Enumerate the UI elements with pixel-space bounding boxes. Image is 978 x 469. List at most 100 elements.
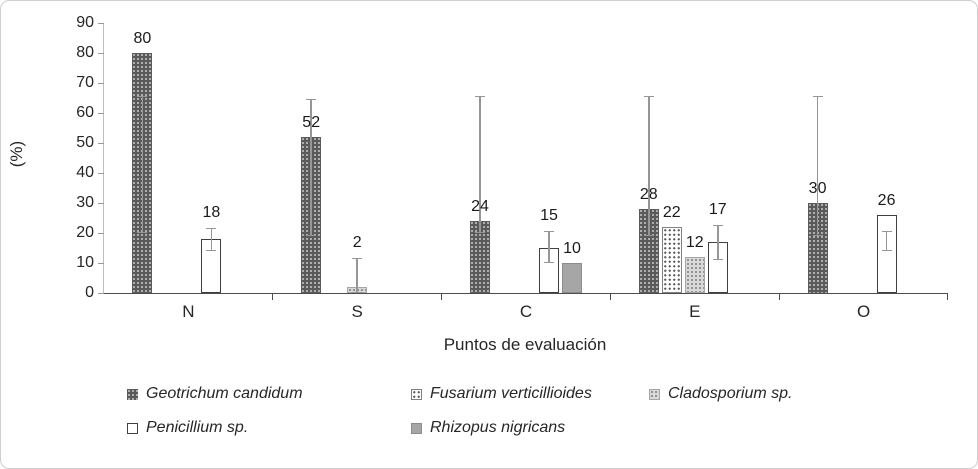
y-axis-title: (%) <box>7 140 26 168</box>
category-group-C: 24 15 10 C <box>442 23 611 321</box>
error-bar <box>643 96 654 236</box>
error-bar <box>543 231 554 263</box>
error-bar <box>206 228 217 251</box>
bar-white-solid-O <box>876 215 897 293</box>
category-group-E: 28 22 12 17 E <box>610 23 780 321</box>
data-label: 24 <box>471 198 489 215</box>
error-bar <box>881 231 892 251</box>
legend-label: Geotrichum candidum <box>146 385 303 402</box>
y-tick-label: 40 <box>76 164 94 181</box>
bar-slot <box>370 23 390 293</box>
bar-slot: 26 <box>876 23 897 293</box>
legend-item: Penicillium sp. <box>127 419 411 437</box>
legend-marker-gray-solid <box>411 422 422 434</box>
error-bar <box>812 96 823 236</box>
x-category-label: C <box>519 302 533 321</box>
bar-slot: 22 <box>661 23 682 293</box>
error-bar <box>137 96 148 233</box>
data-label: 80 <box>133 30 152 47</box>
error-bar <box>712 225 723 260</box>
bar-dark-dots-O <box>807 203 828 293</box>
data-label: 12 <box>685 234 704 251</box>
bar-white-dots-E <box>661 227 682 293</box>
bar-slot: 30 <box>807 23 828 293</box>
legend-item: Rhizopus nigricans <box>411 419 649 437</box>
bar-slot: 15 <box>538 23 559 293</box>
bar-slot <box>224 23 244 293</box>
legend-item: Cladosporium sp. <box>649 385 793 403</box>
y-tick-label: 70 <box>76 74 94 91</box>
y-tick <box>98 113 104 114</box>
bar-slot: 52 <box>301 23 322 293</box>
error-bar <box>306 99 317 236</box>
legend-label: Penicillium sp. <box>146 419 249 436</box>
y-tick <box>98 143 104 144</box>
bar-slot: 28 <box>638 23 659 293</box>
y-tick <box>98 53 104 54</box>
bar-dark-dots-C <box>469 221 490 293</box>
bar-light-dots-E <box>684 257 705 293</box>
x-category-label: O <box>856 302 871 321</box>
data-label: 2 <box>352 234 362 251</box>
legend-marker-dark-dots <box>127 388 138 400</box>
bar-slot <box>900 23 920 293</box>
bar-slot <box>516 23 536 293</box>
data-label: 15 <box>540 207 558 224</box>
legend: Geotrichum candidum Fusarium verticillioi… <box>127 385 793 437</box>
y-tick-label: 60 <box>76 104 94 121</box>
y-tick <box>98 173 104 174</box>
bar-gray-solid-C <box>561 263 582 293</box>
x-category-label: E <box>689 302 701 321</box>
y-tick <box>98 233 104 234</box>
bar-slot <box>393 23 413 293</box>
data-label: 22 <box>662 204 681 221</box>
legend-item: Geotrichum candidum <box>127 385 411 403</box>
y-tick <box>98 263 104 264</box>
bar-dark-dots-E <box>638 209 659 293</box>
category-group-S: 52 2 S <box>273 23 442 321</box>
category-group-N: 80 18 N <box>104 23 274 321</box>
y-tick-label: 10 <box>76 254 94 271</box>
x-category-label: N <box>182 302 195 321</box>
y-tick-label: 90 <box>76 14 94 31</box>
data-label: 30 <box>808 180 827 197</box>
bar-slot <box>178 23 198 293</box>
y-tick <box>98 203 104 204</box>
y-tick-label: 50 <box>76 134 94 151</box>
y-tick-label: 80 <box>76 44 94 61</box>
y-tick-label: 30 <box>76 194 94 211</box>
y-tick <box>98 293 104 294</box>
legend-item: Fusarium verticillioides <box>411 385 649 403</box>
bar-slot <box>854 23 874 293</box>
bar-slot: 80 <box>132 23 153 293</box>
x-category-label: S <box>351 302 363 321</box>
category-group-O: 30 26 O <box>779 23 949 321</box>
y-tick <box>98 23 104 24</box>
error-bar <box>352 258 363 293</box>
data-label: 28 <box>639 186 658 203</box>
data-label: 52 <box>302 114 321 131</box>
data-label: 26 <box>877 192 896 209</box>
bar-slot: 10 <box>561 23 582 293</box>
data-label: 10 <box>563 240 581 257</box>
legend-label: Fusarium verticillioides <box>430 385 592 402</box>
bar-slot: 24 <box>469 23 490 293</box>
legend-label: Cladosporium sp. <box>668 385 793 402</box>
bar-slot <box>155 23 175 293</box>
legend-marker-white-dots <box>411 388 422 400</box>
bar-slot: 2 <box>347 23 368 293</box>
legend-marker-white-solid <box>127 422 138 434</box>
data-label: 17 <box>708 201 727 218</box>
bar-slot <box>831 23 851 293</box>
bar-slot <box>493 23 513 293</box>
data-label: 18 <box>202 204 221 221</box>
y-tick <box>98 83 104 84</box>
bar-slot: 12 <box>684 23 705 293</box>
bar-slot: 17 <box>707 23 728 293</box>
bar-slot <box>324 23 344 293</box>
bar-slot: 18 <box>201 23 222 293</box>
plot-area: 0 10 20 30 40 50 60 70 80 90 80 18 N 52 2 S 24 15 10 C 28 22 1… <box>76 14 949 321</box>
bar-slot <box>731 23 751 293</box>
legend-marker-light-dots <box>649 388 660 400</box>
